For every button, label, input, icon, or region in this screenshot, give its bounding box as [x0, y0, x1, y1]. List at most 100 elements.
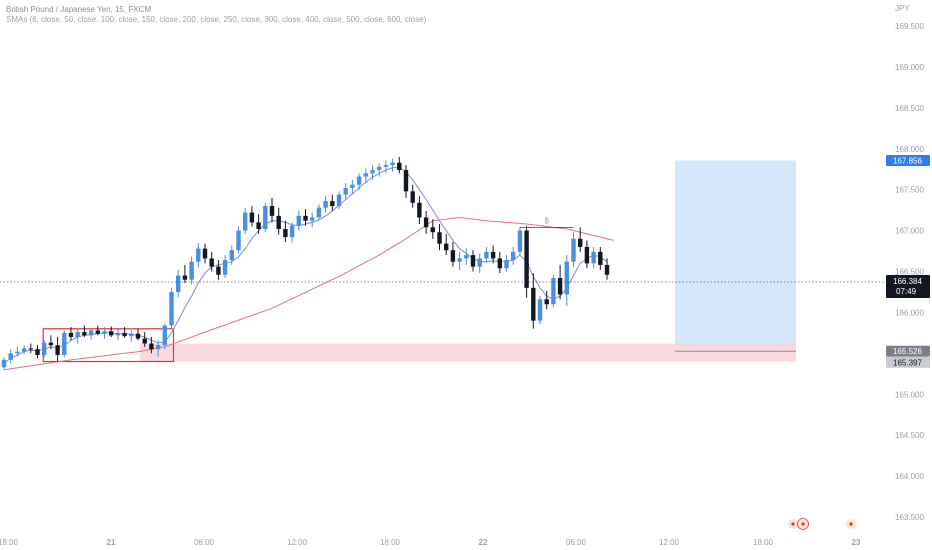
- candle-body: [316, 207, 322, 218]
- x-tick-label: 12:00: [659, 538, 680, 547]
- candle-body: [276, 215, 281, 229]
- level-a-tag-bg: [886, 345, 930, 357]
- candle-body: [28, 348, 33, 350]
- candle-body: [129, 333, 134, 337]
- candle-body: [263, 206, 268, 229]
- candle-body: [350, 184, 355, 189]
- candle-body: [444, 243, 449, 251]
- y-tick-label: 167.000: [895, 227, 924, 236]
- dollar-annotation: $: [544, 216, 549, 225]
- y-tick-label: 164.000: [895, 472, 924, 481]
- event-marker-dot: [849, 522, 853, 526]
- x-tick-label: 06:00: [566, 538, 587, 547]
- level-b-tag-bg: [886, 356, 930, 368]
- candle-body: [423, 217, 429, 228]
- candle-body: [564, 261, 569, 295]
- candle-body: [115, 332, 121, 336]
- candle-body: [283, 228, 288, 238]
- y-tick-label: 166.000: [895, 308, 924, 317]
- target-price-tag-bg: [886, 155, 930, 167]
- candle-body: [524, 230, 529, 288]
- candle-body: [169, 291, 174, 326]
- candle-body: [343, 188, 348, 195]
- candle-body: [330, 201, 335, 207]
- candle-body: [551, 278, 556, 305]
- candle-body: [310, 217, 315, 221]
- y-tick-label: 164.500: [895, 431, 924, 440]
- event-marker-ring: [797, 518, 809, 530]
- x-tick-label: 18:00: [753, 538, 774, 547]
- candle-body: [457, 258, 462, 262]
- x-tick-label: 18:00: [0, 538, 19, 547]
- candle-body: [155, 345, 161, 350]
- y-tick-label: 169.500: [895, 22, 924, 31]
- candle-body: [490, 251, 496, 259]
- candle-body: [403, 170, 409, 192]
- zones-layer: [42, 160, 796, 363]
- support-zone: [140, 343, 796, 362]
- candle-body: [42, 342, 47, 355]
- candle-body: [149, 343, 154, 350]
- candle-body: [591, 251, 596, 264]
- price-axis: JPY 169.500 169.000 168.500 168.000 167.500 16…: [895, 4, 924, 522]
- candle-body: [430, 227, 435, 233]
- candle-body: [222, 260, 228, 275]
- candle-body: [477, 258, 482, 267]
- candle-body: [189, 261, 194, 280]
- candle-body: [377, 166, 382, 171]
- x-tick-label: 21: [107, 538, 116, 547]
- candle-body: [484, 251, 489, 259]
- level-a-tag: 165.526: [893, 347, 922, 356]
- candle-body: [296, 215, 301, 226]
- candle-body: [209, 258, 214, 267]
- candle-body: [584, 246, 590, 264]
- indicator-legend: SMAs (6, close, 50, close, 100, close, 1…: [6, 15, 427, 24]
- sma-fast-line: [3, 167, 608, 364]
- target-price-tag: 167.856: [893, 157, 922, 166]
- candle-body: [102, 331, 107, 334]
- candle-body: [390, 162, 395, 166]
- candle-body: [176, 275, 181, 292]
- candle-body: [8, 353, 13, 360]
- candle-body: [182, 275, 188, 280]
- candle-layer: [1, 156, 610, 370]
- candle-body: [256, 222, 261, 229]
- candle-body: [336, 194, 342, 207]
- candle-body: [303, 215, 308, 221]
- candle-body: [544, 299, 549, 305]
- candle-body: [571, 238, 576, 262]
- candle-body: [249, 212, 255, 223]
- candle-body: [464, 255, 469, 259]
- x-tick-label: 23: [852, 538, 861, 547]
- symbol-legend: British Pound / Japanese Yen, 15, FXCM: [6, 5, 151, 14]
- candle-body: [323, 201, 328, 208]
- candle-body: [370, 170, 375, 174]
- candle-body: [269, 206, 275, 216]
- countdown-tag: 07:49: [896, 287, 917, 296]
- currency-label: JPY: [895, 4, 910, 13]
- x-tick-label: 06:00: [194, 538, 215, 547]
- candle-body: [196, 248, 201, 262]
- candle-body: [135, 333, 141, 339]
- candle-body: [511, 251, 516, 261]
- x-tick-label: 18:00: [380, 538, 401, 547]
- candle-body: [75, 332, 80, 337]
- candle-body: [604, 264, 610, 275]
- y-tick-label: 163.500: [895, 513, 924, 522]
- candle-body: [202, 248, 208, 259]
- candle-body: [82, 332, 87, 336]
- candle-body: [504, 260, 509, 269]
- time-axis: 18:00 21 06:00 12:00 18:00 22 06:00 12:00 18:00 2…: [0, 538, 861, 547]
- y-tick-label: 168.000: [895, 145, 924, 154]
- candle-body: [48, 342, 54, 346]
- candle-body: [531, 287, 536, 321]
- candle-body: [537, 299, 543, 321]
- x-tick-label: 22: [479, 538, 488, 547]
- annotation-layer: $: [519, 216, 574, 228]
- candle-body: [450, 250, 456, 262]
- candle-body: [15, 351, 20, 354]
- candle-body: [68, 332, 74, 337]
